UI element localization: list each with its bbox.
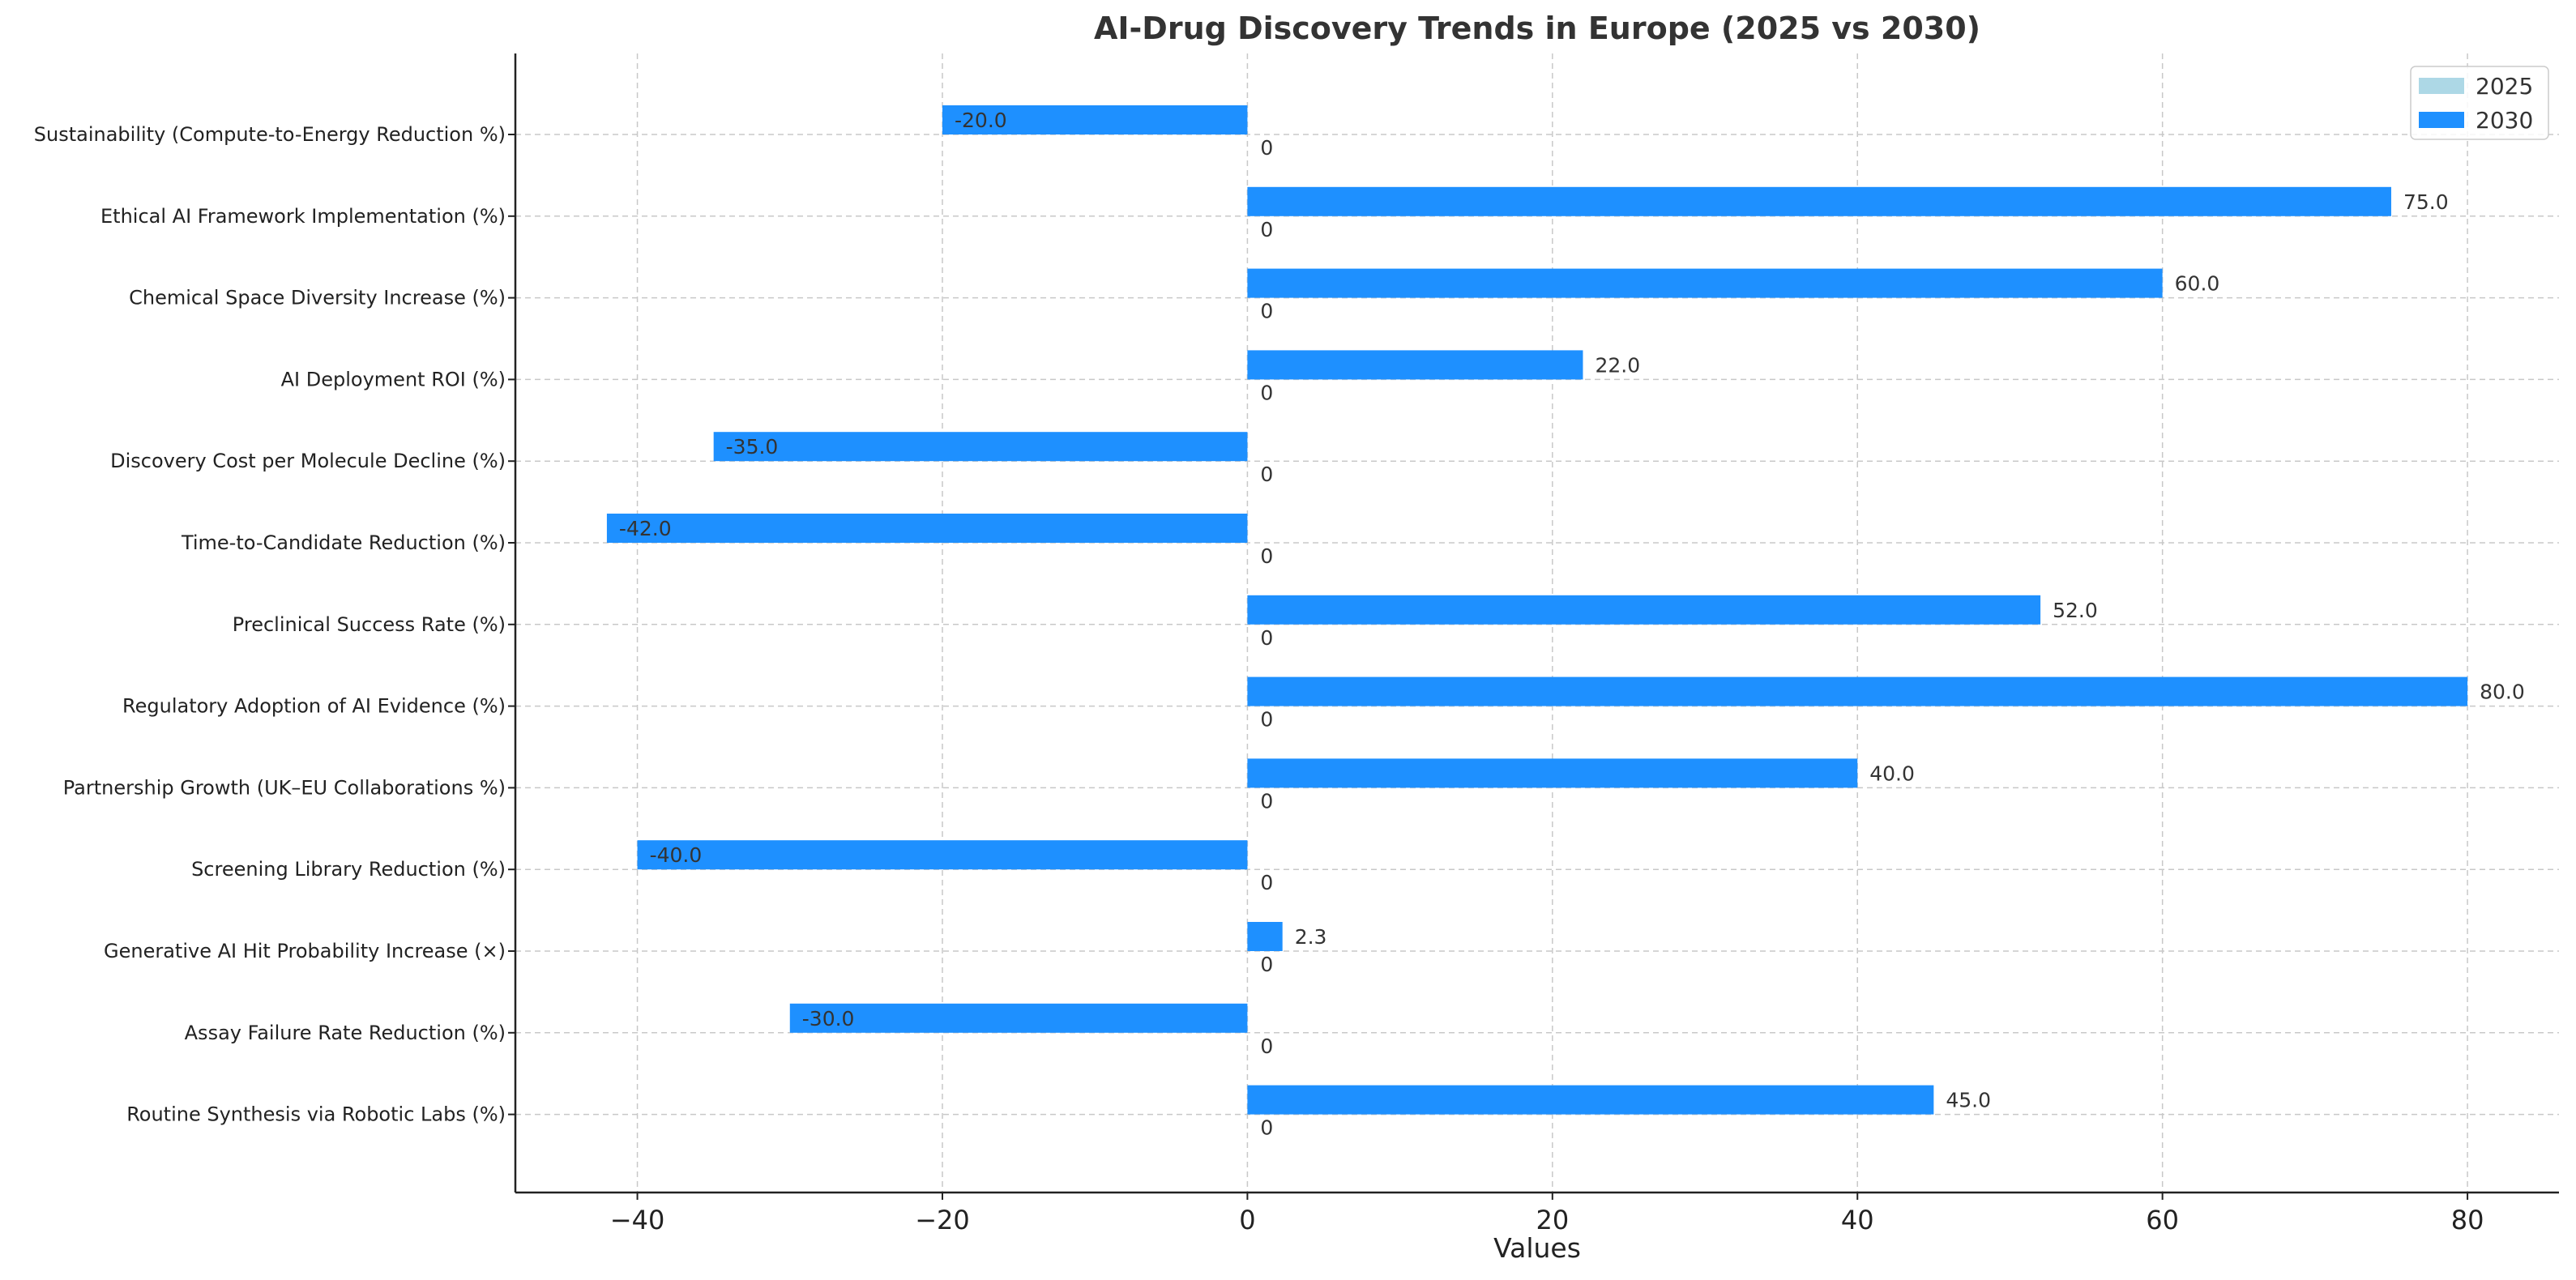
value-label-2025: 0 <box>1260 136 1273 160</box>
bar-2030 <box>1247 186 2391 216</box>
x-tick-label: −40 <box>610 1205 665 1235</box>
x-tick-label: 60 <box>2146 1205 2179 1235</box>
category-label: Assay Failure Rate Reduction (%) <box>185 1022 506 1044</box>
category-label: Screening Library Reduction (%) <box>191 858 506 881</box>
value-label-2025: 0 <box>1260 463 1273 486</box>
x-tick-label: 0 <box>1239 1205 1255 1235</box>
x-axis-title: Values <box>1493 1232 1581 1264</box>
value-label-2025: 0 <box>1260 871 1273 894</box>
value-label-2030: -35.0 <box>726 435 779 459</box>
bar-2030 <box>1247 595 2041 625</box>
axis-layer: AI-Drug Discovery Trends in Europe (2025… <box>34 11 2559 1264</box>
value-label-2025: 0 <box>1260 300 1273 323</box>
legend-swatch-2025 <box>2419 78 2464 94</box>
value-label-2025: 0 <box>1260 789 1273 813</box>
legend: 2025 2030 <box>2410 66 2549 140</box>
value-label-2030: 75.0 <box>2403 190 2449 214</box>
value-label-2025: 0 <box>1260 1116 1273 1140</box>
label-layer: -20.0 0 75.0 0 60.0 0 22.0 0 -35.0 0 -42.0 0 52.0 0 80… <box>619 109 2525 1140</box>
value-label-2030: 60.0 <box>2175 272 2220 296</box>
bar-2030 <box>713 432 1248 462</box>
category-label: Regulatory Adoption of AI Evidence (%) <box>122 695 506 718</box>
bar-2030 <box>1247 758 1858 788</box>
value-label-2030: -42.0 <box>619 517 672 540</box>
category-label: AI Deployment ROI (%) <box>281 368 506 390</box>
value-label-2025: 0 <box>1260 626 1273 650</box>
category-label: Chemical Space Diversity Increase (%) <box>129 287 506 309</box>
chart-title: AI-Drug Discovery Trends in Europe (2025… <box>1094 11 1980 46</box>
value-label-2030: -30.0 <box>802 1007 855 1030</box>
legend-swatch-2030 <box>2419 112 2464 128</box>
bar-layer <box>606 105 2468 1115</box>
value-label-2030: 22.0 <box>1595 353 1640 377</box>
x-tick-label: 40 <box>1841 1205 1874 1235</box>
value-label-2030: 45.0 <box>1946 1089 1991 1112</box>
category-label: Routine Synthesis via Robotic Labs (%) <box>126 1103 506 1126</box>
bar-2030 <box>1247 1085 1934 1115</box>
value-label-2025: 0 <box>1260 953 1273 976</box>
legend-label-2030: 2030 <box>2476 107 2533 134</box>
bar-2030 <box>942 105 1248 134</box>
bar-2030 <box>1247 922 1283 951</box>
bar-2030 <box>1247 676 2468 706</box>
value-label-2025: 0 <box>1260 708 1273 732</box>
value-label-2030: 40.0 <box>1869 762 1915 785</box>
category-label: Discovery Cost per Molecule Decline (%) <box>110 450 506 472</box>
value-label-2030: 52.0 <box>2053 599 2098 622</box>
x-tick-label: 20 <box>1536 1205 1569 1235</box>
value-label-2030: -20.0 <box>955 109 1007 132</box>
bar-2030 <box>1247 268 2163 298</box>
value-label-2025: 0 <box>1260 544 1273 568</box>
value-label-2030: 2.3 <box>1295 925 1327 949</box>
value-label-2025: 0 <box>1260 381 1273 404</box>
category-label: Time-to-Candidate Reduction (%) <box>181 531 506 554</box>
value-label-2030: 80.0 <box>2480 681 2525 704</box>
bar-2030 <box>637 840 1248 870</box>
category-label: Generative AI Hit Probability Increase (… <box>104 940 506 962</box>
x-tick-label: 80 <box>2451 1205 2484 1235</box>
x-tick-label: −20 <box>915 1205 970 1235</box>
category-label: Sustainability (Compute-to-Energy Reduct… <box>34 123 506 146</box>
category-label: Partnership Growth (UK–EU Collaborations… <box>63 776 506 799</box>
category-label: Ethical AI Framework Implementation (%) <box>100 205 506 228</box>
bar-2030 <box>606 514 1248 543</box>
value-label-2030: -40.0 <box>650 843 703 867</box>
value-label-2025: 0 <box>1260 1035 1273 1058</box>
bar-2030 <box>1247 350 1583 380</box>
category-label: Preclinical Success Rate (%) <box>233 613 506 636</box>
legend-label-2025: 2025 <box>2476 73 2533 100</box>
value-label-2025: 0 <box>1260 218 1273 241</box>
bar-2030 <box>789 1003 1248 1033</box>
